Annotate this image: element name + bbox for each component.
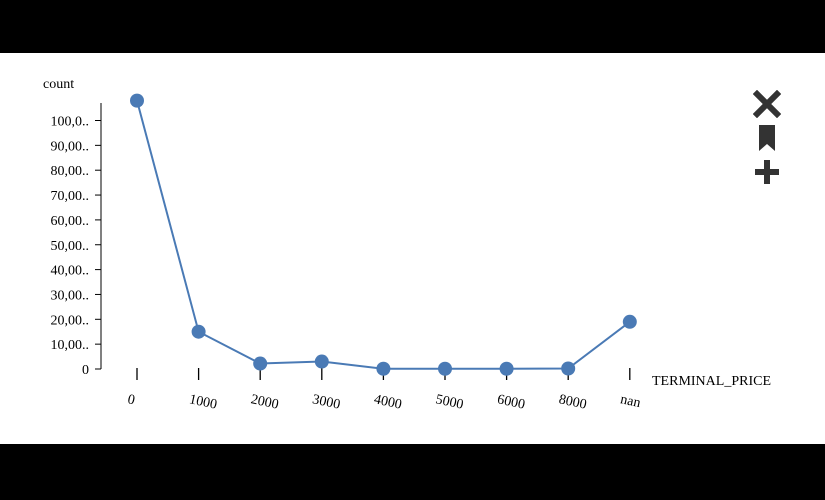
x-tick-label: 6000 — [496, 392, 527, 412]
x-tick-label: 8000 — [557, 392, 588, 412]
x-tick-label: 2000 — [249, 392, 280, 412]
close-button[interactable] — [752, 87, 782, 121]
data-point — [561, 361, 576, 376]
add-button[interactable] — [752, 155, 782, 189]
x-tick-label: nan — [619, 392, 642, 411]
bookmark-icon — [759, 125, 775, 151]
y-tick-label: 60,00.. — [51, 214, 90, 229]
data-point — [130, 93, 144, 108]
plus-icon — [755, 160, 779, 184]
x-tick-label: 4000 — [373, 392, 404, 412]
data-point — [438, 361, 452, 376]
chart-panel: 0 10,00.. 20,00.. 30,00.. 40,00.. 50,00.. 60,0… — [0, 53, 825, 444]
y-tick-label: 100,0.. — [51, 115, 90, 130]
y-axis-label: count — [43, 77, 74, 92]
y-tick-label: 20,00.. — [51, 313, 90, 328]
x-tick-label: 1000 — [188, 392, 219, 412]
bookmark-button[interactable] — [752, 121, 782, 155]
y-tick-label: 80,00.. — [51, 164, 90, 179]
data-point — [622, 314, 637, 329]
x-tick-label: 5000 — [434, 392, 465, 412]
series-line — [136, 100, 631, 370]
data-point — [376, 361, 391, 376]
close-icon — [753, 90, 781, 118]
data-point — [191, 324, 206, 339]
x-axis-label: TERMINAL_PRICE — [652, 374, 771, 389]
y-tick-label: 50,00.. — [51, 239, 90, 254]
y-tick-label: 40,00.. — [51, 264, 90, 279]
data-point — [314, 354, 329, 369]
line-chart: 0 10,00.. 20,00.. 30,00.. 40,00.. 50,00.. 60,0… — [43, 77, 771, 413]
x-tick-label: 3000 — [311, 392, 342, 412]
y-tick-label: 70,00.. — [51, 189, 90, 204]
y-tick-label: 90,00.. — [51, 139, 90, 154]
y-tick-label: 30,00.. — [51, 288, 90, 303]
data-point — [499, 361, 514, 376]
y-tick-label: 10,00.. — [51, 338, 90, 353]
y-tick-label: 0 — [82, 363, 89, 378]
data-point — [253, 356, 268, 371]
chart-toolbar — [750, 87, 784, 189]
x-tick-label: 0 — [126, 392, 136, 408]
